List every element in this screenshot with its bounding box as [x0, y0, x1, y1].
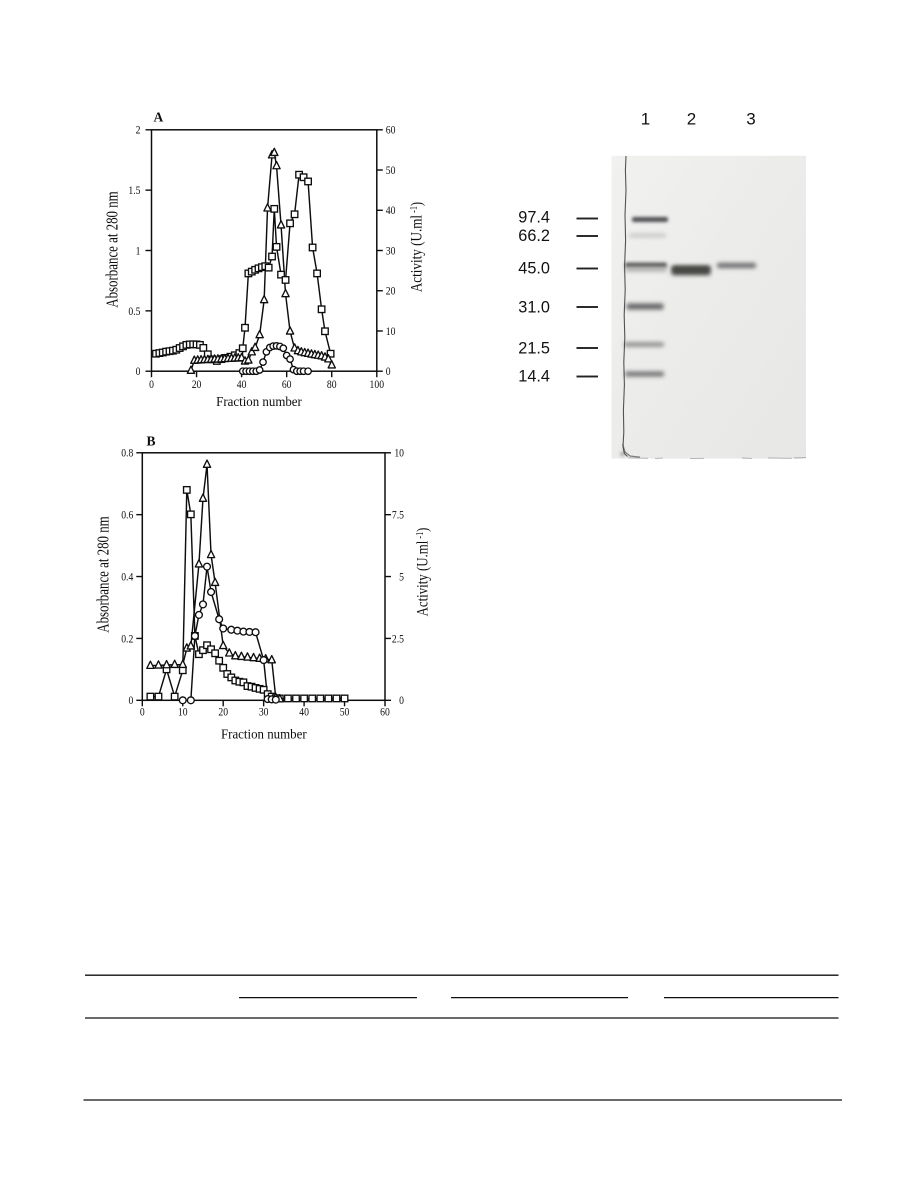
svg-text:A: A	[154, 110, 164, 125]
svg-text:40: 40	[237, 378, 247, 391]
svg-text:5: 5	[399, 571, 404, 584]
svg-text:20: 20	[386, 285, 396, 298]
svg-text:Absorbance at 280 nm: Absorbance at 280 nm	[104, 191, 122, 308]
svg-text:60: 60	[282, 378, 292, 391]
svg-text:100: 100	[370, 378, 385, 391]
svg-text:31.0: 31.0	[518, 299, 550, 317]
svg-text:80: 80	[327, 378, 337, 391]
svg-text:7.5: 7.5	[392, 509, 404, 522]
svg-text:0: 0	[136, 365, 141, 378]
svg-text:30: 30	[259, 705, 269, 718]
svg-text:10: 10	[394, 447, 404, 460]
svg-text:0.2: 0.2	[121, 632, 133, 645]
svg-text:Fraction number: Fraction number	[216, 394, 302, 409]
svg-text:0: 0	[128, 694, 133, 707]
svg-text:97.4: 97.4	[518, 209, 550, 227]
svg-text:50: 50	[386, 164, 396, 177]
svg-text:0.6: 0.6	[121, 509, 134, 522]
svg-text:40: 40	[299, 705, 309, 718]
svg-text:Activity (U.ml -1): Activity (U.ml -1)	[408, 202, 426, 293]
svg-text:1: 1	[136, 245, 141, 258]
svg-text:20: 20	[218, 705, 228, 718]
svg-text:1.5: 1.5	[128, 184, 140, 197]
svg-text:50: 50	[340, 705, 350, 718]
svg-text:Fraction number: Fraction number	[221, 726, 307, 741]
svg-text:0.8: 0.8	[121, 447, 133, 460]
svg-text:1: 1	[641, 109, 650, 128]
svg-text:45.0: 45.0	[518, 259, 550, 277]
svg-text:Activity (U.ml -1): Activity (U.ml -1)	[414, 527, 432, 616]
svg-text:14.4: 14.4	[518, 367, 550, 385]
svg-text:10: 10	[178, 705, 188, 718]
svg-text:3: 3	[746, 109, 755, 128]
svg-text:30: 30	[386, 245, 396, 258]
svg-text:Absorbance at 280 nm: Absorbance at 280 nm	[95, 516, 113, 633]
svg-text:60: 60	[380, 705, 390, 718]
svg-text:20: 20	[192, 378, 202, 391]
svg-text:66.2: 66.2	[518, 227, 550, 245]
svg-text:10: 10	[386, 325, 396, 338]
svg-text:2: 2	[136, 124, 141, 137]
svg-text:2: 2	[687, 109, 696, 128]
svg-text:0.4: 0.4	[121, 571, 134, 584]
svg-text:60: 60	[386, 124, 396, 137]
svg-text:0: 0	[399, 694, 404, 707]
svg-text:0.5: 0.5	[128, 305, 140, 318]
svg-text:40: 40	[386, 204, 396, 217]
svg-text:0: 0	[140, 705, 145, 718]
svg-text:0: 0	[386, 365, 391, 378]
svg-text:0: 0	[149, 378, 154, 391]
svg-text:21.5: 21.5	[518, 340, 550, 358]
svg-text:2.5: 2.5	[392, 632, 404, 645]
svg-text:B: B	[147, 433, 156, 448]
